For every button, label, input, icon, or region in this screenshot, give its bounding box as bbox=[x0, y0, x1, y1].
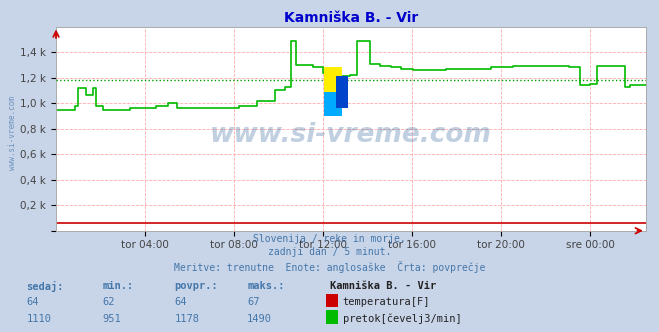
Text: 1178: 1178 bbox=[175, 314, 200, 324]
Text: Meritve: trenutne  Enote: anglosaške  Črta: povprečje: Meritve: trenutne Enote: anglosaške Črta… bbox=[174, 261, 485, 273]
Text: povpr.:: povpr.: bbox=[175, 281, 218, 290]
Title: Kamniška B. - Vir: Kamniška B. - Vir bbox=[284, 11, 418, 25]
Text: sedaj:: sedaj: bbox=[26, 281, 64, 291]
Text: Kamniška B. - Vir: Kamniška B. - Vir bbox=[330, 281, 436, 290]
Text: 1490: 1490 bbox=[247, 314, 272, 324]
Text: www.si-vreme.com: www.si-vreme.com bbox=[8, 96, 17, 170]
Text: pretok[čevelj3/min]: pretok[čevelj3/min] bbox=[343, 314, 461, 324]
Text: zadnji dan / 5 minut.: zadnji dan / 5 minut. bbox=[268, 247, 391, 257]
Text: 1110: 1110 bbox=[26, 314, 51, 324]
Text: temperatura[F]: temperatura[F] bbox=[343, 297, 430, 307]
Bar bbox=[324, 67, 342, 92]
Text: 951: 951 bbox=[102, 314, 121, 324]
Text: 67: 67 bbox=[247, 297, 260, 307]
Bar bbox=[324, 92, 342, 117]
Text: 64: 64 bbox=[26, 297, 39, 307]
Text: www.si-vreme.com: www.si-vreme.com bbox=[210, 122, 492, 148]
Text: Slovenija / reke in morje.: Slovenija / reke in morje. bbox=[253, 234, 406, 244]
Bar bbox=[336, 76, 348, 108]
Text: maks.:: maks.: bbox=[247, 281, 285, 290]
Text: min.:: min.: bbox=[102, 281, 133, 290]
Text: 64: 64 bbox=[175, 297, 187, 307]
Text: 62: 62 bbox=[102, 297, 115, 307]
